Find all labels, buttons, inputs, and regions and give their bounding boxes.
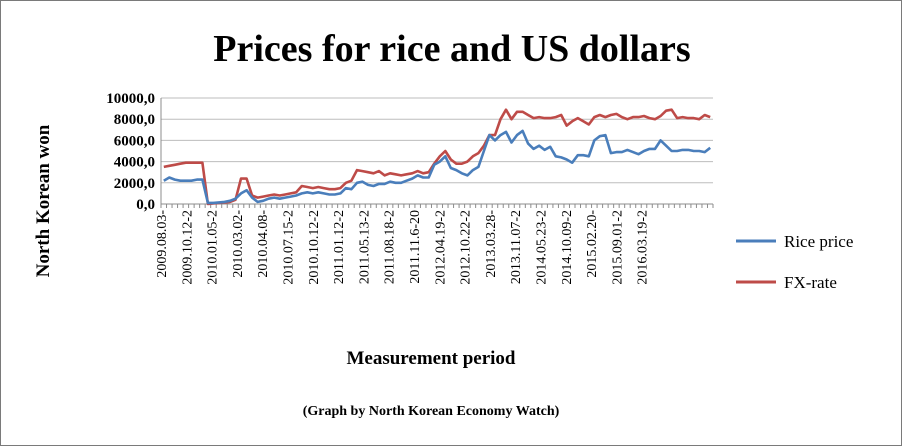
x-tick-label: 2012.04.19-2 [433, 210, 448, 285]
legend: Rice price FX-rate [736, 232, 853, 292]
x-tick-label: 2011.08.18-2 [383, 210, 398, 284]
x-tick-label: 2013.03.28- [484, 210, 499, 278]
x-tick-label: 2013.11.07-2 [509, 210, 524, 284]
x-tick-label: 2011.01.12-2 [332, 210, 347, 284]
legend-item-fx-rate: FX-rate [736, 273, 837, 292]
x-tick-label: 2014.10.09-2 [560, 210, 575, 285]
legend-label-fx-rate: FX-rate [784, 273, 837, 292]
x-tick-label: 2010.04.08- [256, 210, 271, 278]
x-tick-label: 2010.07.15-2 [282, 210, 297, 285]
y-tick-label: 8000,0 [114, 112, 155, 128]
x-tick-label: 2010.01.05-2 [206, 210, 221, 285]
x-tick-label: 2015.02.20- [585, 210, 600, 278]
x-axis: 2009.08.03- 2009.10.12-2 2010.01.05-2 2010.… [155, 204, 714, 285]
x-tick-label: 2010.10.12-2 [307, 210, 322, 285]
x-tick-label: 2009.10.12-2 [180, 210, 195, 285]
legend-item-rice-price: Rice price [736, 232, 853, 251]
x-axis-label: Measurement period [346, 348, 515, 369]
x-tick-label: 2011.11.6-20 [408, 210, 423, 284]
y-axis-label: North Korean won [33, 124, 54, 277]
x-tick-label: 2012.10.22-2 [459, 210, 474, 285]
series-line-fx-rate [163, 108, 711, 206]
y-axis-ticks: 0,0 2000,0 4000,0 6000,0 8000,0 10000,0 [106, 91, 155, 213]
x-tick-label: 2015.09.01-2 [610, 210, 625, 285]
series-line-rice-price [163, 129, 712, 205]
series-lines [163, 108, 712, 206]
chart-title: Prices for rice and US dollars [213, 28, 690, 70]
chart-caption: (Graph by North Korean Economy Watch) [303, 404, 560, 419]
x-tick-label: 2016.03.19-2 [636, 210, 651, 285]
y-tick-label: 0,0 [136, 197, 155, 213]
y-tick-label: 4000,0 [114, 155, 155, 171]
x-tick-label: 2014.05.23-2 [535, 210, 550, 285]
x-tick-label: 2010.03.02- [231, 210, 246, 278]
y-tick-label: 6000,0 [114, 133, 155, 149]
x-tick-label: 2011.05.13-2 [357, 210, 372, 284]
x-tick-label: 2009.08.03- [155, 210, 170, 278]
legend-label-rice-price: Rice price [784, 232, 853, 251]
y-tick-label: 2000,0 [114, 176, 155, 192]
y-tick-label: 10000,0 [106, 91, 155, 107]
